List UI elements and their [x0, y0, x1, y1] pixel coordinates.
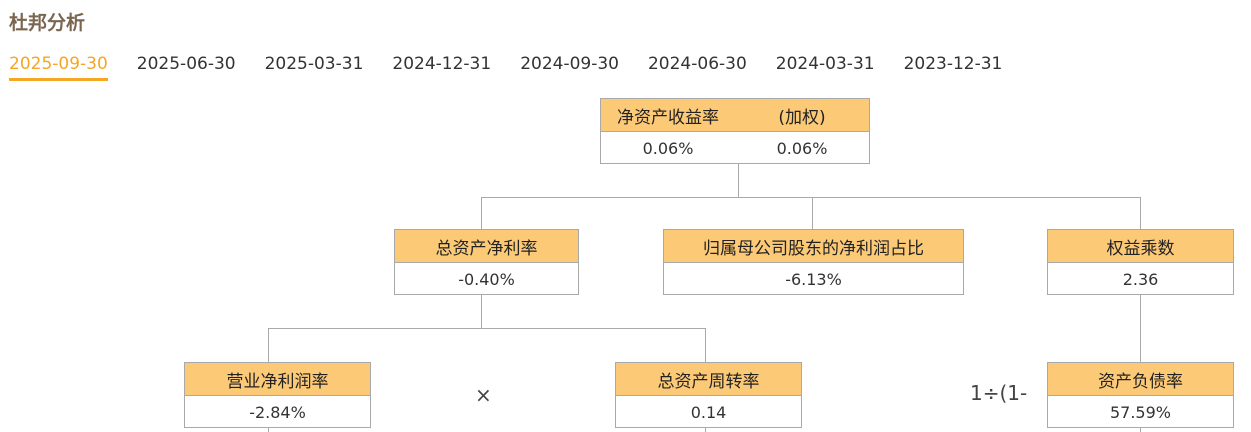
parent-share-label: 归属母公司股东的净利润占比: [664, 230, 963, 263]
debt-ratio-value: 57.59%: [1109, 403, 1171, 422]
tab-date[interactable]: 2024-09-30: [520, 54, 619, 74]
tab-date[interactable]: 2025-03-31: [264, 54, 364, 74]
net-margin-box: 营业净利润率 -2.84%: [184, 362, 371, 428]
roe-label: 净资产收益率: [617, 107, 719, 128]
tab-date[interactable]: 2024-06-30: [647, 54, 747, 74]
connector: [1140, 197, 1141, 229]
connector: [268, 428, 269, 432]
page-title: 杜邦分析: [9, 12, 86, 34]
asset-turnover-box: 总资产周转率 0.14: [615, 362, 802, 428]
connector: [1140, 295, 1141, 362]
connector: [481, 197, 1141, 198]
connector: [481, 197, 482, 229]
debt-ratio-box: 资产负债率 57.59%: [1047, 362, 1234, 428]
roa-value: -0.40%: [458, 270, 515, 289]
net-margin-label: 营业净利润率: [185, 363, 370, 396]
roa-label: 总资产净利率: [395, 230, 578, 263]
tab-date[interactable]: 2023-12-31: [903, 54, 1003, 74]
tab-date[interactable]: 2025-06-30: [136, 54, 236, 74]
debt-ratio-label: 资产负债率: [1048, 363, 1233, 396]
net-margin-value: -2.84%: [249, 403, 306, 422]
connector: [705, 428, 706, 432]
tab-date[interactable]: 2024-12-31: [392, 54, 492, 74]
roe-value: 0.06%: [642, 139, 694, 158]
equity-multiplier-box: 权益乘数 2.36: [1047, 229, 1234, 295]
roa-box: 总资产净利率 -0.40%: [394, 229, 579, 295]
connector: [738, 163, 739, 197]
roe-box: 净资产收益率 (加权) 0.06% 0.06%: [600, 98, 870, 164]
parent-share-box: 归属母公司股东的净利润占比 -6.13%: [663, 229, 964, 295]
connector: [1140, 428, 1141, 432]
tab-date[interactable]: 2024-03-31: [775, 54, 875, 74]
tab-date[interactable]: 2025-09-30: [9, 54, 108, 81]
formula-operator: 1÷(1-: [970, 381, 1028, 405]
roe-weighted-label: (加权): [778, 107, 826, 128]
multiply-operator: ×: [475, 383, 492, 407]
equity-multiplier-value: 2.36: [1122, 270, 1159, 289]
equity-multiplier-label: 权益乘数: [1048, 230, 1233, 263]
asset-turnover-value: 0.14: [690, 403, 727, 422]
connector: [705, 328, 706, 362]
connector: [812, 197, 813, 229]
connector: [268, 328, 269, 362]
roe-weighted-value: 0.06%: [776, 139, 828, 158]
connector: [268, 328, 706, 329]
parent-share-value: -6.13%: [785, 270, 842, 289]
connector: [481, 295, 482, 328]
date-tabs: 2025-09-30 2025-06-30 2025-03-31 2024-12…: [9, 54, 1031, 81]
asset-turnover-label: 总资产周转率: [616, 363, 801, 396]
